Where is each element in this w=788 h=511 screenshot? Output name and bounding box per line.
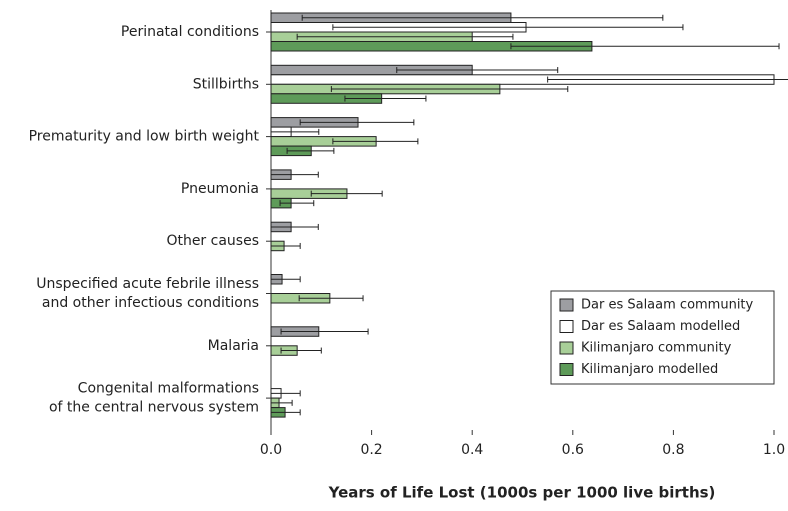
legend-swatch xyxy=(559,320,574,333)
error-bar xyxy=(280,347,322,354)
y-tick-label: Malaria xyxy=(208,338,259,354)
y-tick-label: Congenital malformations of the central n… xyxy=(49,381,259,416)
error-bar xyxy=(332,24,684,31)
x-tick-label: 0.8 xyxy=(662,442,684,458)
error-bar xyxy=(270,409,301,416)
legend-swatch xyxy=(559,298,574,312)
legend-label: Dar es Salaam community xyxy=(581,298,754,313)
error-bar xyxy=(279,200,315,207)
error-bar xyxy=(270,390,301,397)
error-bar xyxy=(270,276,301,283)
error-bar xyxy=(301,14,664,21)
y-tick-label: Prematurity and low birth weight xyxy=(29,129,260,145)
legend-label: Kilimanjaro modelled xyxy=(581,362,718,377)
error-bar xyxy=(510,43,780,50)
legend-label: Kilimanjaro community xyxy=(581,341,732,356)
x-tick-label: 0.2 xyxy=(360,442,382,458)
error-bar xyxy=(270,242,301,249)
x-tick-label: 0.4 xyxy=(461,442,483,458)
y-tick-label: Perinatal conditions xyxy=(121,24,259,40)
error-bar xyxy=(270,171,319,178)
error-bar xyxy=(396,67,559,74)
error-bar xyxy=(286,147,335,154)
error-bar xyxy=(310,190,383,197)
error-bar xyxy=(547,76,788,83)
error-bar xyxy=(270,399,293,406)
x-axis-label: Years of Life Lost (1000s per 1000 live … xyxy=(328,484,716,502)
x-tick-label: 0.6 xyxy=(562,442,584,458)
error-bar xyxy=(344,95,427,102)
y-tick-label: Stillbirths xyxy=(193,76,259,92)
error-bar xyxy=(280,328,369,335)
x-tick-label: 0.0 xyxy=(260,442,282,458)
error-bar xyxy=(296,33,514,40)
error-bar xyxy=(332,138,419,145)
error-bar xyxy=(298,295,364,302)
legend-box xyxy=(550,290,775,385)
error-bar xyxy=(270,128,320,135)
legend-swatch xyxy=(559,363,574,376)
error-bar xyxy=(270,223,319,230)
legend-label: Dar es Salaam modelled xyxy=(581,319,740,334)
error-bar xyxy=(330,86,569,93)
y-tick-label: Pneumonia xyxy=(181,181,259,197)
error-bar xyxy=(299,119,415,126)
y-tick-label: Other causes xyxy=(166,233,259,249)
x-tick-label: 1.0 xyxy=(763,442,785,458)
legend-swatch xyxy=(559,341,574,355)
y-tick-label: Unspecified acute febrile illness and oth… xyxy=(36,276,259,311)
